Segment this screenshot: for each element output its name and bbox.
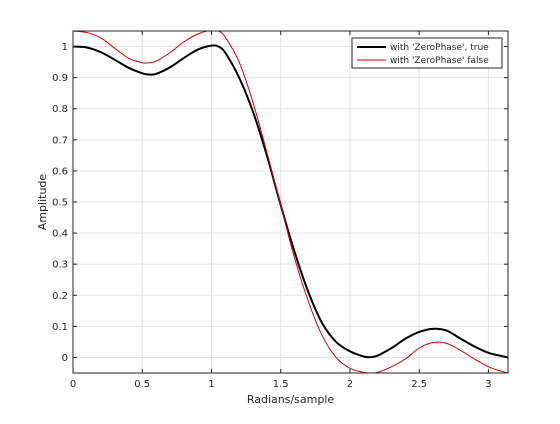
y-axis-label: Amplitude [36,174,49,231]
series-line-zerophase-true [73,44,508,359]
y-tick-label: 0.3 [52,260,68,271]
legend-entry-zerophase-true: with 'ZeroPhase', true [390,43,489,53]
x-axis-label: Radians/sample [247,393,335,406]
y-tick-label: 1 [62,42,68,53]
x-tick-label: 2.5 [411,379,427,390]
plot-series [73,31,508,373]
grid [72,31,508,373]
legend-entry-zerophase-false: with 'ZeroPhase' false [390,56,489,66]
axis-ticks: 0 0.5 1 1.5 2 2.5 3 0 0.1 0.2 0.3 0.4 0.5 0.6 0.7 0.8 0.… [52,31,508,390]
y-tick-label: 0.8 [52,104,68,115]
legend: with 'ZeroPhase', true with 'ZeroPhase' … [351,37,503,69]
y-tick-label: 0.6 [52,166,68,177]
legend-box [351,37,503,69]
x-tick-label: 0 [70,379,76,390]
x-tick-label: 0.5 [134,379,150,390]
series-line-zerophase-false [73,31,508,373]
x-tick-label: 1.5 [273,379,289,390]
y-tick-label: 0.7 [52,135,68,146]
y-tick-label: 0.5 [52,198,68,209]
x-tick-label: 1 [208,379,214,390]
y-tick-label: 0.9 [52,73,68,84]
y-tick-label: 0 [62,353,68,364]
y-tick-label: 0.4 [52,229,68,240]
x-tick-label: 3 [485,379,491,390]
x-tick-label: 2 [347,379,353,390]
y-tick-label: 0.1 [52,322,68,333]
y-tick-label: 0.2 [52,291,68,302]
